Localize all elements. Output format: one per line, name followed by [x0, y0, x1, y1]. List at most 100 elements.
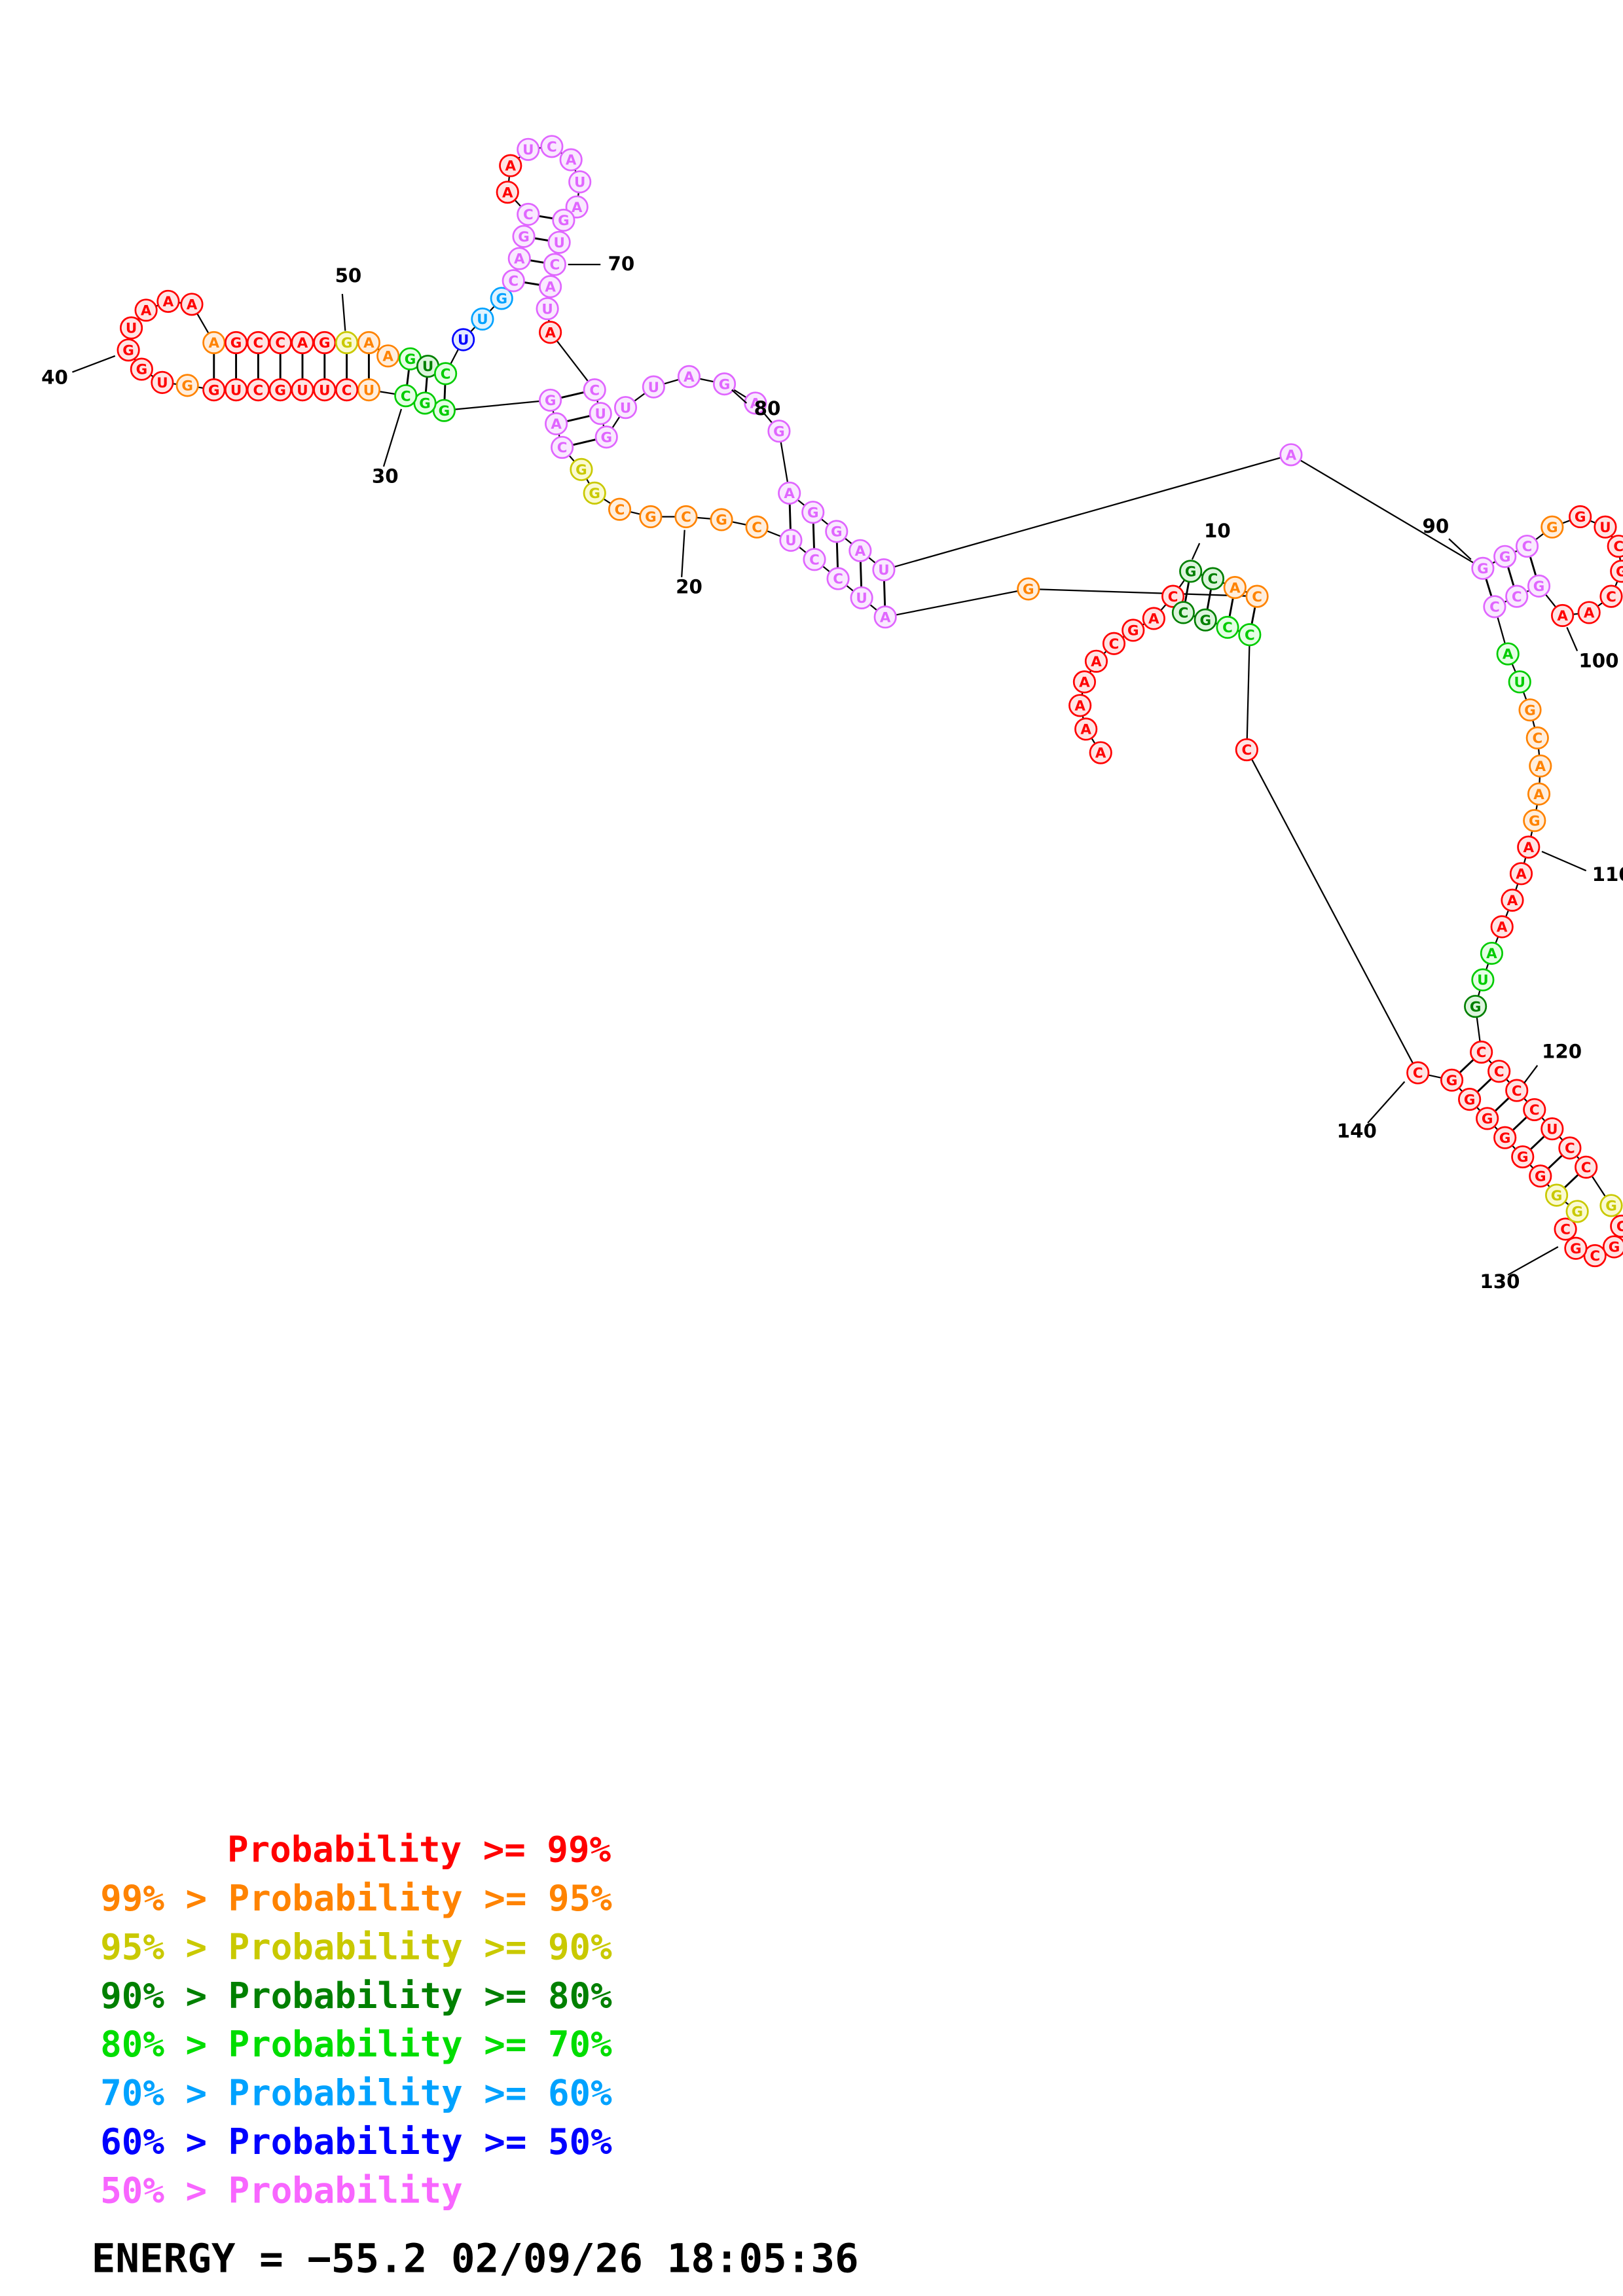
nucleotide-circle: [1554, 1217, 1577, 1241]
nucleotide-letter: C: [253, 382, 264, 399]
backbone-segment: [1246, 749, 1419, 1073]
position-labels: 10 20 30 40 50 70 80 90 100 110 120 130 140: [41, 253, 1623, 1293]
nucleotide-circle: [1216, 615, 1239, 639]
nucleotide-circle: [313, 331, 337, 355]
nucleotide-letter: C: [508, 274, 519, 290]
nucleotide-letter: G: [807, 505, 819, 521]
nucleotide-letter: U: [319, 382, 330, 399]
nucleotide-letter: C: [1494, 1064, 1504, 1080]
nucleotide-circle: [394, 384, 418, 408]
nucleotide-circle: [1406, 1061, 1430, 1085]
energy-text: ENERGY = −55.2 02/09/26 18:05:36: [92, 2236, 859, 2282]
nucleotide-letter: G: [439, 403, 450, 420]
nucleotide-letter: G: [230, 335, 242, 351]
nucleotide-circle: [357, 378, 380, 402]
nucleotide-circle: [452, 328, 475, 351]
nucleotide-circle: [156, 289, 180, 313]
nucleotide-circle: [539, 275, 562, 298]
nucleotide-circle: [778, 481, 801, 505]
nucleotide-circle: [1529, 1164, 1552, 1188]
position-label: 30: [372, 465, 399, 488]
nucleotide-letter: A: [750, 396, 761, 412]
nucleotide-circle: [1238, 623, 1262, 647]
nucleotide-letter: G: [1023, 582, 1034, 598]
position-label: 100: [1578, 649, 1618, 672]
nucleotide-letter: A: [1095, 745, 1106, 762]
nucleotide-letter: G: [1616, 564, 1623, 580]
nucleotide-letter: G: [645, 509, 657, 526]
nucleotide-circle: [1529, 754, 1552, 778]
nucleotide-circle: [744, 391, 767, 415]
legend-row: 50% > Probability: [100, 2170, 462, 2211]
position-label: 140: [1337, 1120, 1377, 1142]
legend-row: Probability >= 99%: [227, 1829, 611, 1871]
nucleotide-letter: C: [1222, 620, 1233, 636]
nucleotide-letter: G: [341, 335, 353, 351]
nucleotide-letter: G: [1575, 509, 1586, 526]
label-tick-line: [1507, 1246, 1559, 1276]
nucleotide-circle: [1602, 1235, 1623, 1259]
nucleotide-letter: C: [1476, 1045, 1487, 1061]
legend-row: 99% > Probability >= 95%: [100, 1878, 612, 1919]
nucleotide-circle: [1505, 1079, 1529, 1102]
nucleotide-circle: [1541, 1117, 1564, 1141]
nucleotide-circle: [1545, 1183, 1569, 1207]
nucleotide-circle: [1171, 601, 1195, 624]
nucleotide-letter: G: [419, 396, 431, 412]
nucleotide-letter: G: [1477, 561, 1489, 577]
nucleotide-letter: C: [1522, 539, 1533, 555]
nucleotide-circle: [779, 528, 803, 552]
nucleotide-letter: C: [589, 382, 600, 399]
nucleotide-circle: [1068, 694, 1092, 717]
nucleotide-circle: [552, 208, 575, 232]
nucleotide-circle: [803, 548, 826, 571]
nucleotide-letter: G: [1127, 623, 1139, 639]
nucleotide-circle: [376, 344, 400, 368]
nucleotide-circle: [1223, 576, 1247, 600]
nucleotide-circle: [826, 567, 850, 590]
label-tick-line: [1448, 538, 1472, 560]
nucleotide-circle: [180, 293, 204, 316]
nucleotide-letter: A: [1148, 611, 1159, 628]
nucleotide-letter: A: [163, 294, 174, 310]
nucleotide-letter: C: [681, 509, 691, 526]
nucleotide-letter: G: [719, 376, 731, 393]
nucleotide-letter: C: [1168, 589, 1178, 605]
label-tick-line: [731, 389, 748, 404]
nucleotide-circle: [134, 298, 158, 322]
nucleotide-circle: [712, 372, 737, 396]
nucleotide-circle: [501, 269, 525, 293]
nucleotide-circle: [1505, 584, 1529, 608]
nucleotide-circle: [117, 338, 140, 362]
nucleotide-circle: [1017, 577, 1040, 601]
nucleotide-circle: [1161, 584, 1185, 608]
nucleotide-letter: U: [230, 382, 242, 399]
nucleotide-circle: [639, 505, 663, 529]
nucleotide-circle: [1569, 505, 1592, 529]
nucleotide-letter: U: [1514, 675, 1525, 691]
nucleotide-letter: A: [1230, 580, 1241, 596]
nucleotide-letter: U: [458, 332, 469, 349]
nucleotide-letter: A: [1503, 647, 1514, 663]
nucleotide-circle: [677, 365, 701, 388]
nucleotide-letter: G: [545, 393, 556, 409]
position-label: 50: [335, 264, 362, 287]
nucleotide-circle: [1194, 608, 1217, 632]
nucleotide-circle: [642, 375, 665, 399]
position-label: 70: [608, 253, 634, 275]
nucleotide-circle: [1564, 1236, 1588, 1260]
nucleotide-circle: [1493, 545, 1517, 568]
nucleotide-letter: A: [502, 185, 513, 201]
nucleotide-letter: C: [833, 571, 843, 588]
nucleotide-letter: C: [401, 388, 411, 404]
nucleotide-circle: [512, 224, 536, 248]
nucleotide-letter: U: [1546, 1121, 1558, 1138]
nucleotide-letter: U: [156, 375, 168, 391]
nucleotide-letter: C: [441, 367, 451, 383]
nucleotide-letter: G: [600, 429, 612, 446]
nucleotide-letter: A: [1507, 893, 1518, 909]
nucleotide-circle: [357, 331, 380, 355]
nucleotide-circle: [568, 170, 592, 194]
nucleotide-circle: [1470, 1040, 1493, 1064]
position-label: 90: [1423, 515, 1450, 537]
